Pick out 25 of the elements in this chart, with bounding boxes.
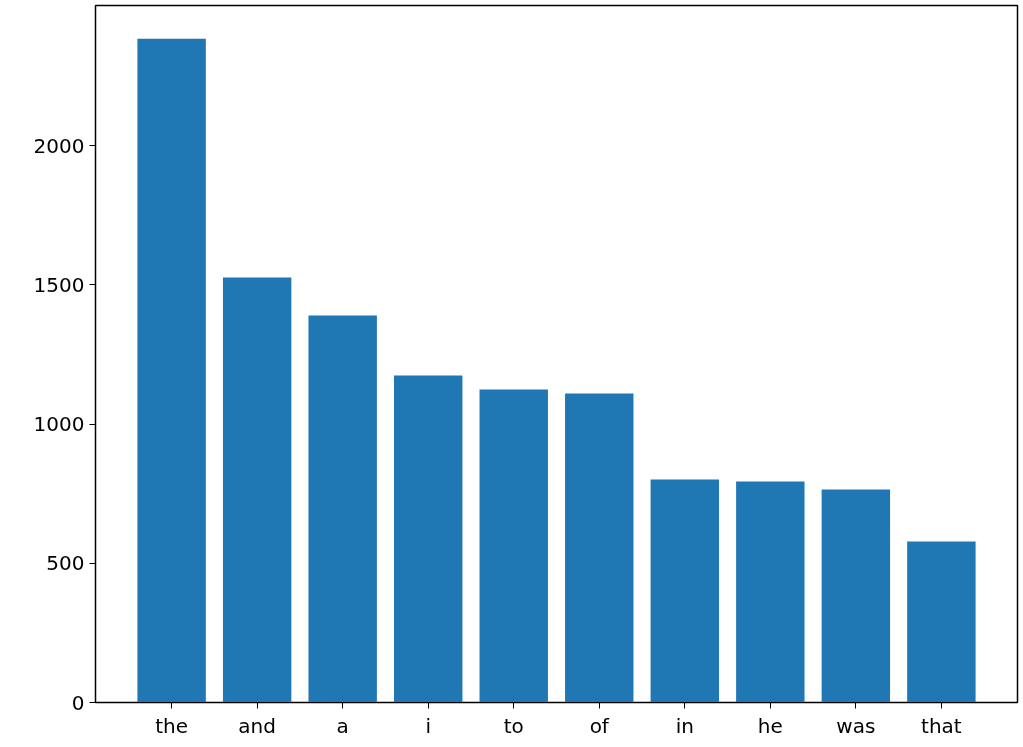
bar	[222, 277, 292, 703]
y-tick-label: 1500	[33, 272, 85, 297]
bar	[565, 393, 634, 703]
y-tick-label: 0	[71, 690, 85, 715]
y-tick-label: 2000	[33, 133, 85, 158]
x-tick-label: the	[155, 713, 189, 738]
bar	[308, 315, 377, 703]
y-tick-label: 1000	[33, 412, 85, 437]
x-tick-label: and	[238, 713, 276, 738]
x-tick-label: was	[836, 713, 876, 738]
bar	[394, 375, 463, 703]
x-tick-label: a	[336, 713, 349, 738]
y-tick-label: 500	[46, 551, 85, 576]
bar	[736, 481, 805, 703]
bar	[907, 541, 976, 703]
x-tick-label: he	[757, 713, 783, 738]
bar	[650, 479, 719, 703]
x-tick-label: in	[675, 713, 694, 738]
bar	[821, 489, 891, 703]
x-tick-label: that	[921, 713, 962, 738]
bar	[137, 38, 206, 703]
bar	[479, 389, 548, 703]
x-tick-label: i	[425, 713, 431, 738]
x-tick-label: of	[589, 713, 610, 738]
x-tick-label: to	[503, 713, 524, 738]
